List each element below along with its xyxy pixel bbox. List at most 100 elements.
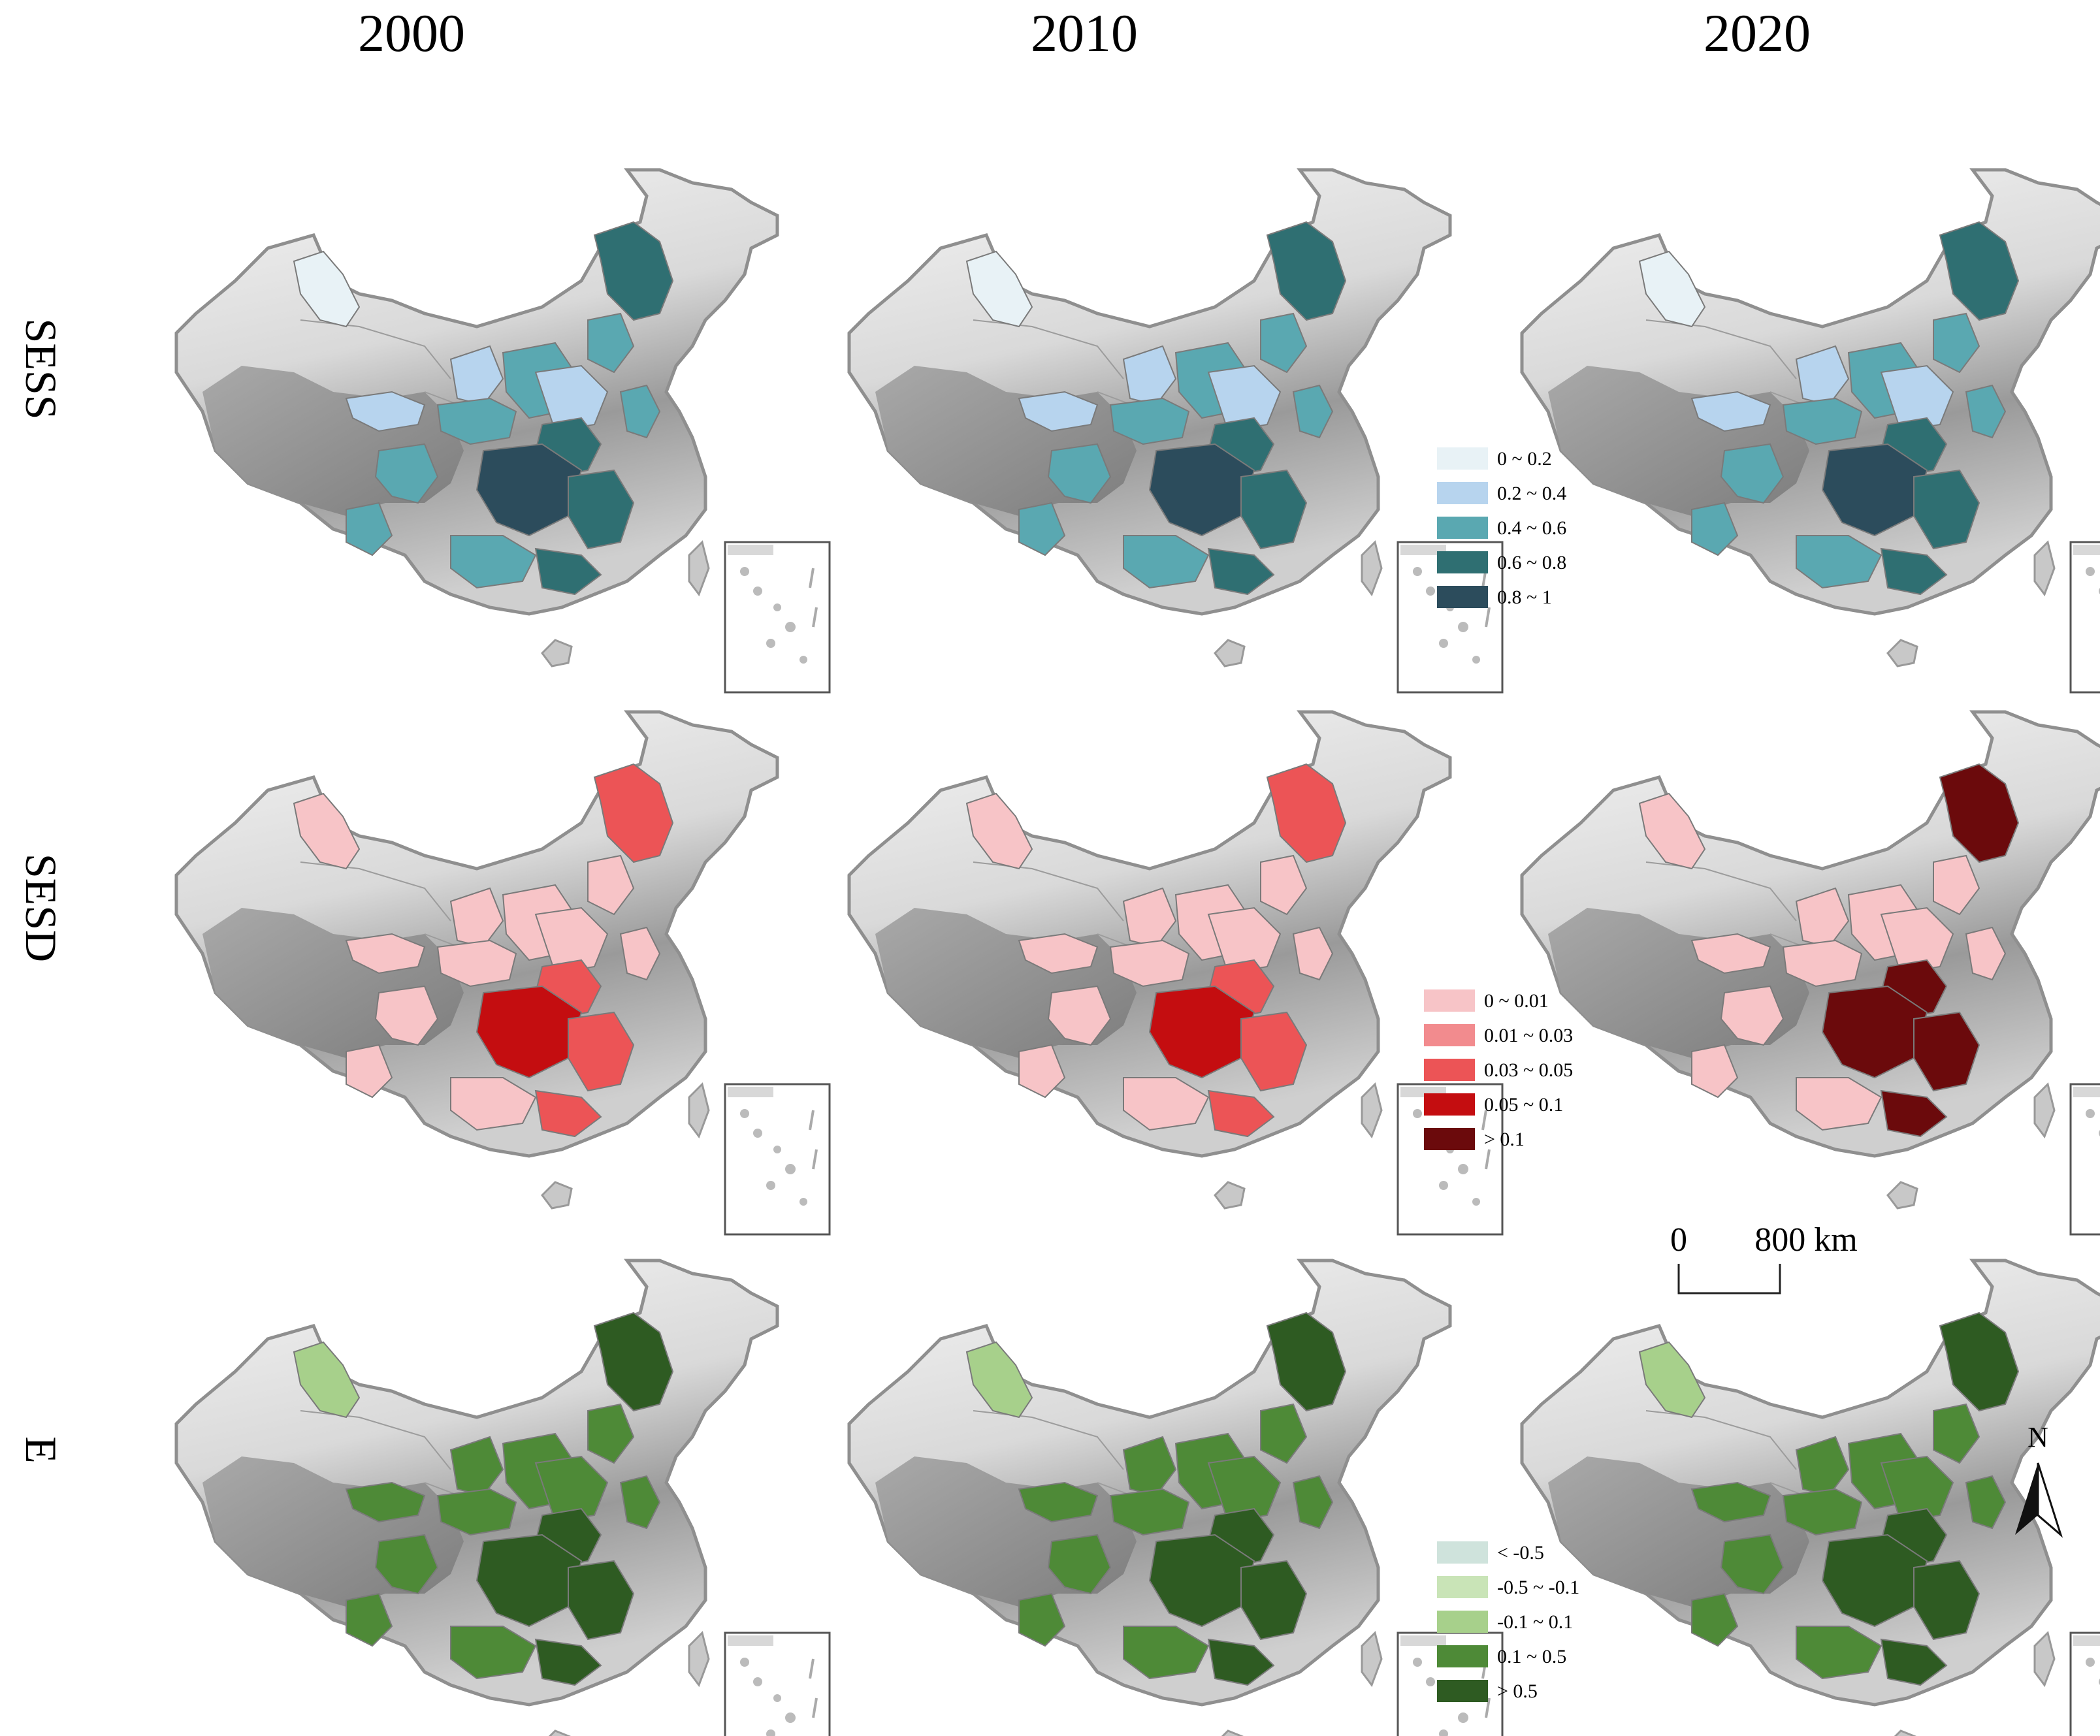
row-label-e: E <box>16 1436 66 1464</box>
map-region <box>593 1311 674 1412</box>
map-region <box>1123 1077 1210 1131</box>
year-header-2010: 2010 <box>1031 3 1138 63</box>
map-region <box>1691 1044 1739 1099</box>
map-region <box>1266 221 1347 321</box>
map-region <box>1047 1534 1112 1595</box>
map-region <box>965 1341 1033 1419</box>
map-region <box>476 985 583 1079</box>
map-region <box>593 763 674 863</box>
legend-sess: 0 ~ 0.2 0.2 ~ 0.4 0.4 ~ 0.6 0.6 ~ 0.8 0.8 ~ … <box>1437 447 1566 608</box>
year-header-2020: 2020 <box>1704 3 1811 63</box>
map-region <box>1720 985 1785 1046</box>
map-region <box>1720 443 1785 504</box>
legend-label: 0.4 ~ 0.6 <box>1497 517 1566 539</box>
map-region <box>346 502 393 556</box>
map-region <box>1122 345 1177 406</box>
map-region <box>965 250 1033 328</box>
scale-bar-line <box>1677 1264 1781 1294</box>
legend-swatch <box>1437 551 1488 573</box>
map-region <box>1207 547 1275 596</box>
map-panel-sesd-2000 <box>176 712 830 1234</box>
map-region <box>534 907 609 974</box>
legend-swatch <box>1424 1093 1475 1116</box>
map-region <box>1796 1626 1882 1680</box>
row-label-sesd: SESD <box>16 854 66 962</box>
map-region <box>1018 502 1066 556</box>
legend-label: 0.8 ~ 1 <box>1497 587 1552 608</box>
legend-sesd: 0 ~ 0.01 0.01 ~ 0.03 0.03 ~ 0.05 0.05 ~ 0.1… <box>1424 989 1573 1150</box>
map-region <box>1018 933 1099 974</box>
map-region <box>450 1077 537 1131</box>
legend-swatch <box>1437 1541 1488 1564</box>
map-region <box>1880 1089 1948 1138</box>
map-region <box>1047 985 1112 1046</box>
map-region <box>1123 535 1210 589</box>
legend-label: 0.03 ~ 0.05 <box>1484 1059 1573 1081</box>
map-region <box>1122 887 1177 948</box>
map-region <box>1122 1436 1177 1497</box>
map-region <box>1292 1475 1334 1530</box>
legend-swatch <box>1437 1611 1488 1633</box>
row-labels: SESS SESD E <box>16 319 66 1464</box>
map-region <box>1939 1311 2020 1412</box>
legend-swatch <box>1437 1645 1488 1667</box>
legends: 0 ~ 0.2 0.2 ~ 0.4 0.4 ~ 0.6 0.6 ~ 0.8 0.8 ~ … <box>1424 447 1579 1702</box>
map-region <box>1691 502 1739 556</box>
map-region <box>1913 1011 1980 1092</box>
map-panel-sess-2000 <box>176 170 830 692</box>
map-region <box>1939 763 2020 863</box>
map-region <box>436 939 517 988</box>
legend-swatch <box>1437 1576 1488 1598</box>
map-region <box>436 1488 517 1536</box>
map-region <box>1207 364 1282 432</box>
map-region <box>1260 1403 1308 1464</box>
map-region <box>534 1455 609 1523</box>
legend-swatch <box>1437 517 1488 539</box>
map-region <box>1880 364 1954 432</box>
map-region <box>293 250 361 328</box>
legend-label: > 0.5 <box>1497 1680 1538 1702</box>
legend-label: > 0.1 <box>1484 1129 1525 1150</box>
map-region <box>1018 1592 1066 1647</box>
map-panel-sesd-2010 <box>849 712 1502 1234</box>
legend-label: 0.05 ~ 0.1 <box>1484 1094 1563 1116</box>
map-region <box>449 345 504 406</box>
map-panel-sess-2020 <box>1522 170 2100 692</box>
map-region <box>1148 1534 1255 1628</box>
map-region <box>593 221 674 321</box>
map-region <box>1207 1089 1275 1138</box>
map-region <box>1933 1403 1980 1464</box>
map-region <box>568 1560 635 1641</box>
map-region <box>1795 345 1850 406</box>
map-region <box>1795 1436 1850 1497</box>
map-region <box>1933 854 1980 916</box>
map-region <box>1240 1011 1308 1092</box>
map-panel-e-2020 <box>1522 1261 2100 1736</box>
map-panels <box>176 170 2100 1736</box>
map-region <box>1109 939 1190 988</box>
column-headers: 2000 2010 2020 <box>358 3 1811 63</box>
map-region <box>345 1481 426 1523</box>
map-region <box>619 384 661 439</box>
map-region <box>374 443 439 504</box>
scale-bar: 0 800 km <box>1670 1221 1858 1294</box>
map-region <box>450 1626 537 1680</box>
map-region <box>1018 1481 1099 1523</box>
legend-label: -0.5 ~ -0.1 <box>1497 1577 1579 1598</box>
legend-label: 0.1 ~ 0.5 <box>1497 1646 1566 1667</box>
map-region <box>1913 469 1980 550</box>
map-region <box>1720 1534 1785 1595</box>
legend-e: < -0.5 -0.5 ~ -0.1 -0.1 ~ 0.1 0.1 ~ 0.5 > 0.… <box>1437 1541 1579 1702</box>
map-panel-sess-2010 <box>849 170 1502 692</box>
map-region <box>1638 1341 1706 1419</box>
map-region <box>1292 926 1334 981</box>
map-region <box>1913 1560 1980 1641</box>
map-region <box>1240 469 1308 550</box>
north-arrow: N <box>2015 1421 2063 1538</box>
map-region <box>449 887 504 948</box>
map-region <box>1965 384 2007 439</box>
legend-label: 0.01 ~ 0.03 <box>1484 1025 1573 1046</box>
year-header-2000: 2000 <box>358 3 465 63</box>
map-region <box>293 1341 361 1419</box>
map-region <box>293 792 361 870</box>
